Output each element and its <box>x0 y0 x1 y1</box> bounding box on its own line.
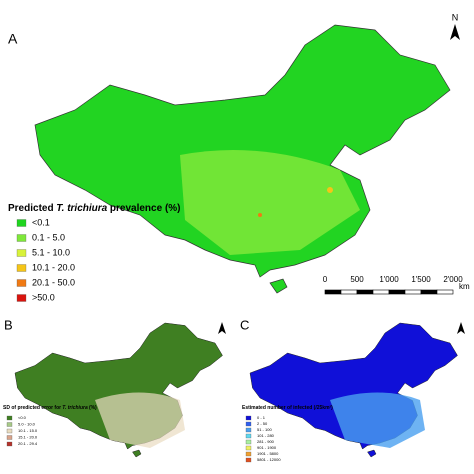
panel-letter: C <box>240 317 249 332</box>
legend-title-part: prevalence (%) <box>110 203 181 214</box>
legend-swatch <box>246 416 251 420</box>
legend-label: 1901 - 5800 <box>257 451 279 456</box>
panel-a: A N PredictedT. trichiuraprevalence (%) <… <box>8 12 470 302</box>
legend-swatch <box>246 446 251 450</box>
scale-bar: 05001'0001'5002'000km <box>323 275 470 294</box>
north-arrow <box>450 24 460 40</box>
legend-label: 51 - 100 <box>257 427 272 432</box>
north-arrow <box>457 322 465 334</box>
panel-c: C Estimated number of infected (/25km²) 0… <box>240 317 465 462</box>
legend-label: 281 - 900 <box>257 439 275 444</box>
legend-title: SD of predicted error forT. trichiura(%) <box>3 405 97 411</box>
legend-swatch <box>7 442 12 446</box>
legend-label: 20.1 - 29.4 <box>18 441 38 446</box>
legend-label: 5801 - 12000 <box>257 457 281 462</box>
legend-label: <0.0 <box>18 415 27 420</box>
legend-label: >50.0 <box>32 292 55 302</box>
map-c-region <box>330 393 425 449</box>
legend-label: 20.1 - 50.0 <box>32 277 75 287</box>
north-label: N <box>452 12 459 22</box>
legend-swatch <box>246 434 251 438</box>
scale-segment <box>373 290 389 294</box>
legend-label: 0 - 1 <box>257 415 266 420</box>
legend-label: 2 - 50 <box>257 421 268 426</box>
legend-label: 0.1 - 5.0 <box>32 232 65 242</box>
scale-label: 0 <box>323 275 328 284</box>
legend-label: <0.1 <box>32 217 50 227</box>
legend-label: 5.0 - 10.0 <box>18 422 36 427</box>
legend-title: PredictedT. trichiuraprevalence (%) <box>8 203 181 214</box>
legend-title-part: Estimated number of infected (/25km²) <box>242 405 333 411</box>
legend-swatch <box>246 428 251 432</box>
scale-segment <box>325 290 341 294</box>
legend-swatch <box>246 452 251 456</box>
legend-label: 10.1 - 15.0 <box>18 428 38 433</box>
legend-swatch <box>7 429 12 433</box>
scale-segment <box>357 290 373 294</box>
legend-swatch <box>7 423 12 427</box>
legend-swatch <box>17 280 26 287</box>
map-a-spot <box>327 187 333 193</box>
scale-label: 1'500 <box>411 275 431 284</box>
panel-b: B SD of predicted error forT. trichiura(… <box>3 317 226 457</box>
map-b-region <box>95 393 185 449</box>
scale-segment <box>389 290 405 294</box>
scale-segment <box>437 290 453 294</box>
legend-swatch <box>17 235 26 242</box>
panel-letter: A <box>8 31 18 47</box>
legend-title-part: T. trichiura <box>62 405 88 411</box>
legend-swatch <box>7 436 12 440</box>
legend-title-part: T. trichiura <box>56 203 107 214</box>
scale-unit: km <box>459 282 470 291</box>
legend-label: 101 - 280 <box>257 433 275 438</box>
scale-segment <box>421 290 437 294</box>
scale-label: 500 <box>350 275 364 284</box>
legend-label: 901 - 1900 <box>257 445 277 450</box>
legend-swatch <box>17 250 26 257</box>
scale-segment <box>405 290 421 294</box>
legend-swatch <box>246 458 251 462</box>
legend-title-part: (%) <box>89 405 97 411</box>
legend-title-part: SD of predicted error for <box>3 405 61 411</box>
legend-swatch <box>17 295 26 302</box>
legend-swatch <box>246 440 251 444</box>
legend-label: 10.1 - 20.0 <box>32 262 75 272</box>
legend-title-part: Predicted <box>8 203 54 214</box>
legend-swatch <box>17 265 26 272</box>
figure: A N PredictedT. trichiuraprevalence (%)<… <box>0 0 474 474</box>
scale-label: 1'000 <box>379 275 399 284</box>
legend-swatch <box>7 416 12 420</box>
legend-label: 15.1 - 20.0 <box>18 435 38 440</box>
legend-label: 5.1 - 10.0 <box>32 247 70 257</box>
legend-title: Estimated number of infected (/25km²) <box>242 405 333 411</box>
panel-letter: B <box>4 317 13 332</box>
scale-segment <box>341 290 357 294</box>
legend-swatch <box>17 220 26 227</box>
legend-swatch <box>246 422 251 426</box>
map-a-spot <box>258 213 262 217</box>
north-arrow <box>218 322 226 334</box>
